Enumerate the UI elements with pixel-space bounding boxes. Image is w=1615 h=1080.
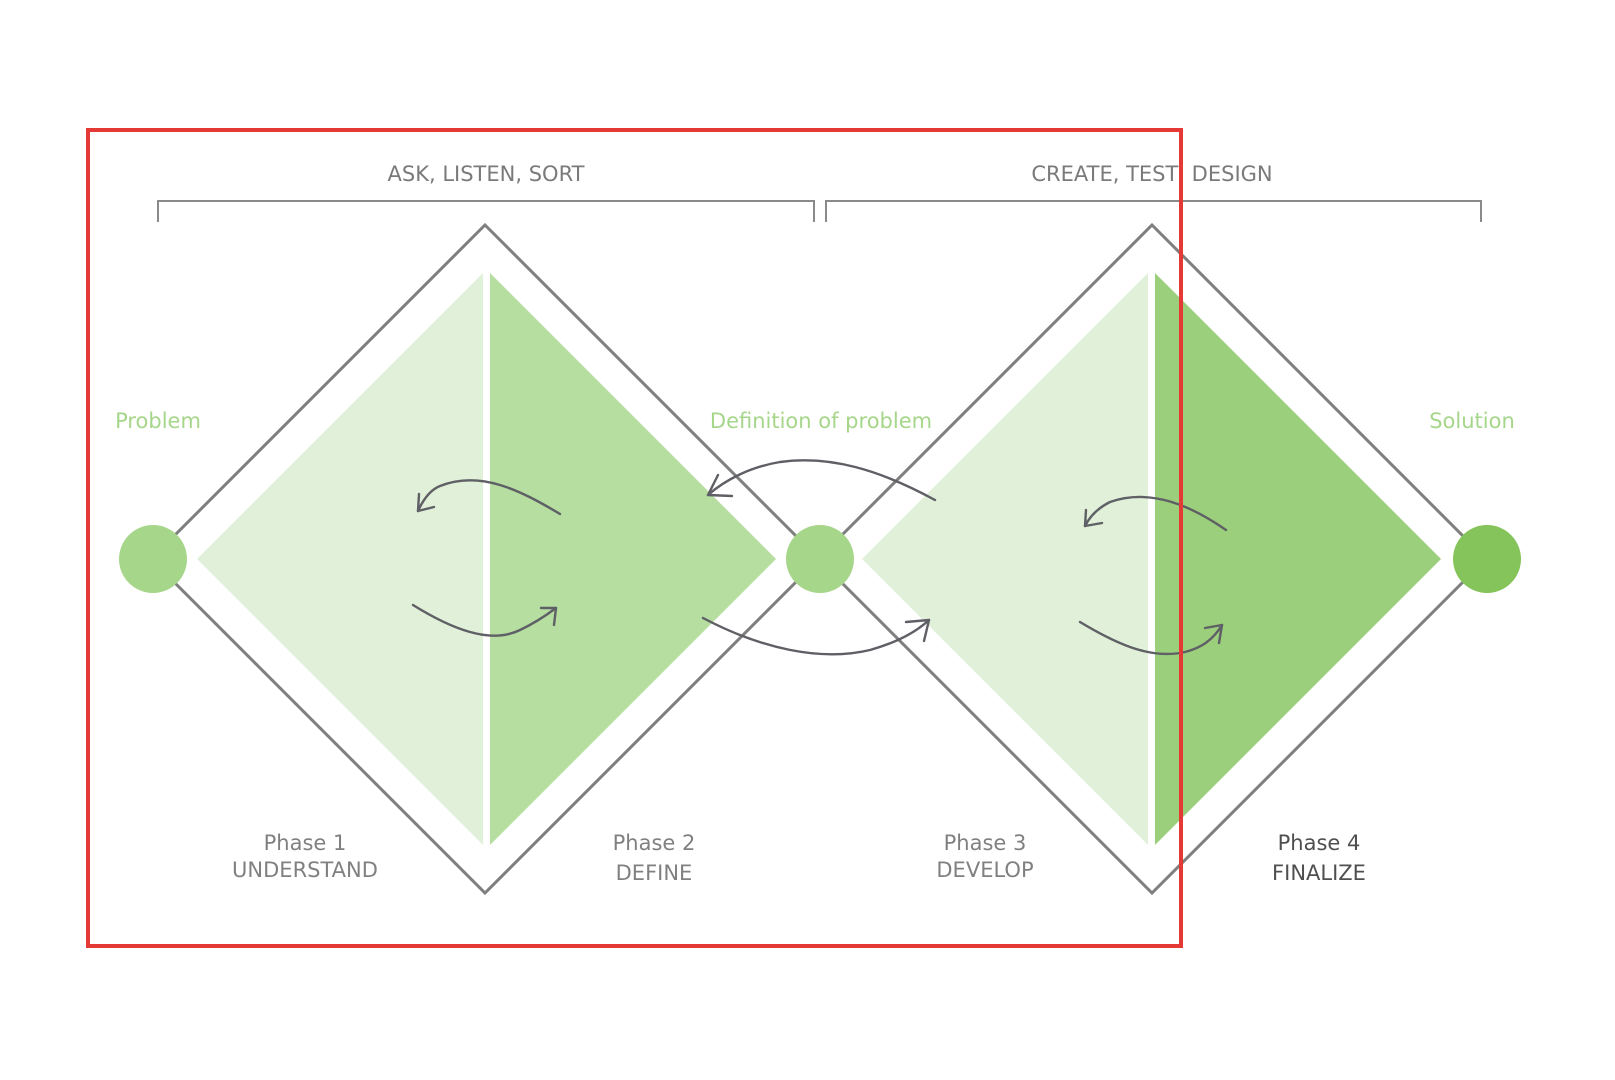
arrow-back-icon xyxy=(416,479,562,516)
solution-dot xyxy=(1453,525,1521,593)
arrow-forward-head-icon xyxy=(539,606,558,627)
bracket-left-label: ASK, LISTEN, SORT xyxy=(388,162,585,186)
problem-dot xyxy=(119,525,187,593)
phase-2-name: DEFINE xyxy=(616,861,693,885)
definition-dot xyxy=(786,525,854,593)
arrow-cross-back-head-icon xyxy=(706,473,734,498)
bracket-right xyxy=(825,200,1482,222)
bracket-right-label: CREATE, TEST, DESIGN xyxy=(1031,162,1272,186)
phase-3-number: Phase 3 xyxy=(944,831,1027,855)
phase-1-label: Phase 1 UNDERSTAND xyxy=(232,831,378,882)
phase-1-name: UNDERSTAND xyxy=(232,858,378,882)
highlight-box xyxy=(86,128,1183,948)
phase-4-name: FINALIZE xyxy=(1272,861,1366,885)
diamond-1-outline xyxy=(148,222,822,896)
arrow-back-2-icon xyxy=(1083,495,1228,532)
solution-label: Solution xyxy=(1429,409,1515,433)
arrow-cross-forward-icon xyxy=(701,616,931,656)
phase-3-label: Phase 3 DEVELOP xyxy=(936,831,1033,882)
diamond-1 xyxy=(148,222,822,896)
diamond-2-converge-fill xyxy=(1155,273,1441,845)
phase-1-number: Phase 1 xyxy=(264,831,347,855)
diamond-2 xyxy=(815,222,1489,896)
problem-label: Problem xyxy=(115,409,201,433)
arrow-back-head-icon xyxy=(416,492,436,513)
phase-4-label: Phase 4 FINALIZE xyxy=(1272,831,1366,885)
phase-2-number: Phase 2 xyxy=(613,831,696,855)
arrow-back-2-head-icon xyxy=(1083,508,1104,528)
phase-2-label: Phase 2 DEFINE xyxy=(613,831,696,885)
phase-3-name: DEVELOP xyxy=(936,858,1033,882)
diamond-2-outline xyxy=(815,222,1489,896)
bracket-left xyxy=(157,200,815,222)
arrow-forward-icon xyxy=(411,603,558,637)
diamond-1-diverge-fill xyxy=(197,273,483,845)
phase-4-number: Phase 4 xyxy=(1278,831,1361,855)
arrow-forward-2-head-icon xyxy=(1203,623,1224,645)
definition-label: Definition of problem xyxy=(710,409,932,433)
arrow-cross-forward-head-icon xyxy=(904,618,931,643)
diamond-1-converge-fill xyxy=(490,273,776,845)
diamond-2-diverge-fill xyxy=(862,273,1148,845)
arrow-cross-back-icon xyxy=(706,459,937,502)
